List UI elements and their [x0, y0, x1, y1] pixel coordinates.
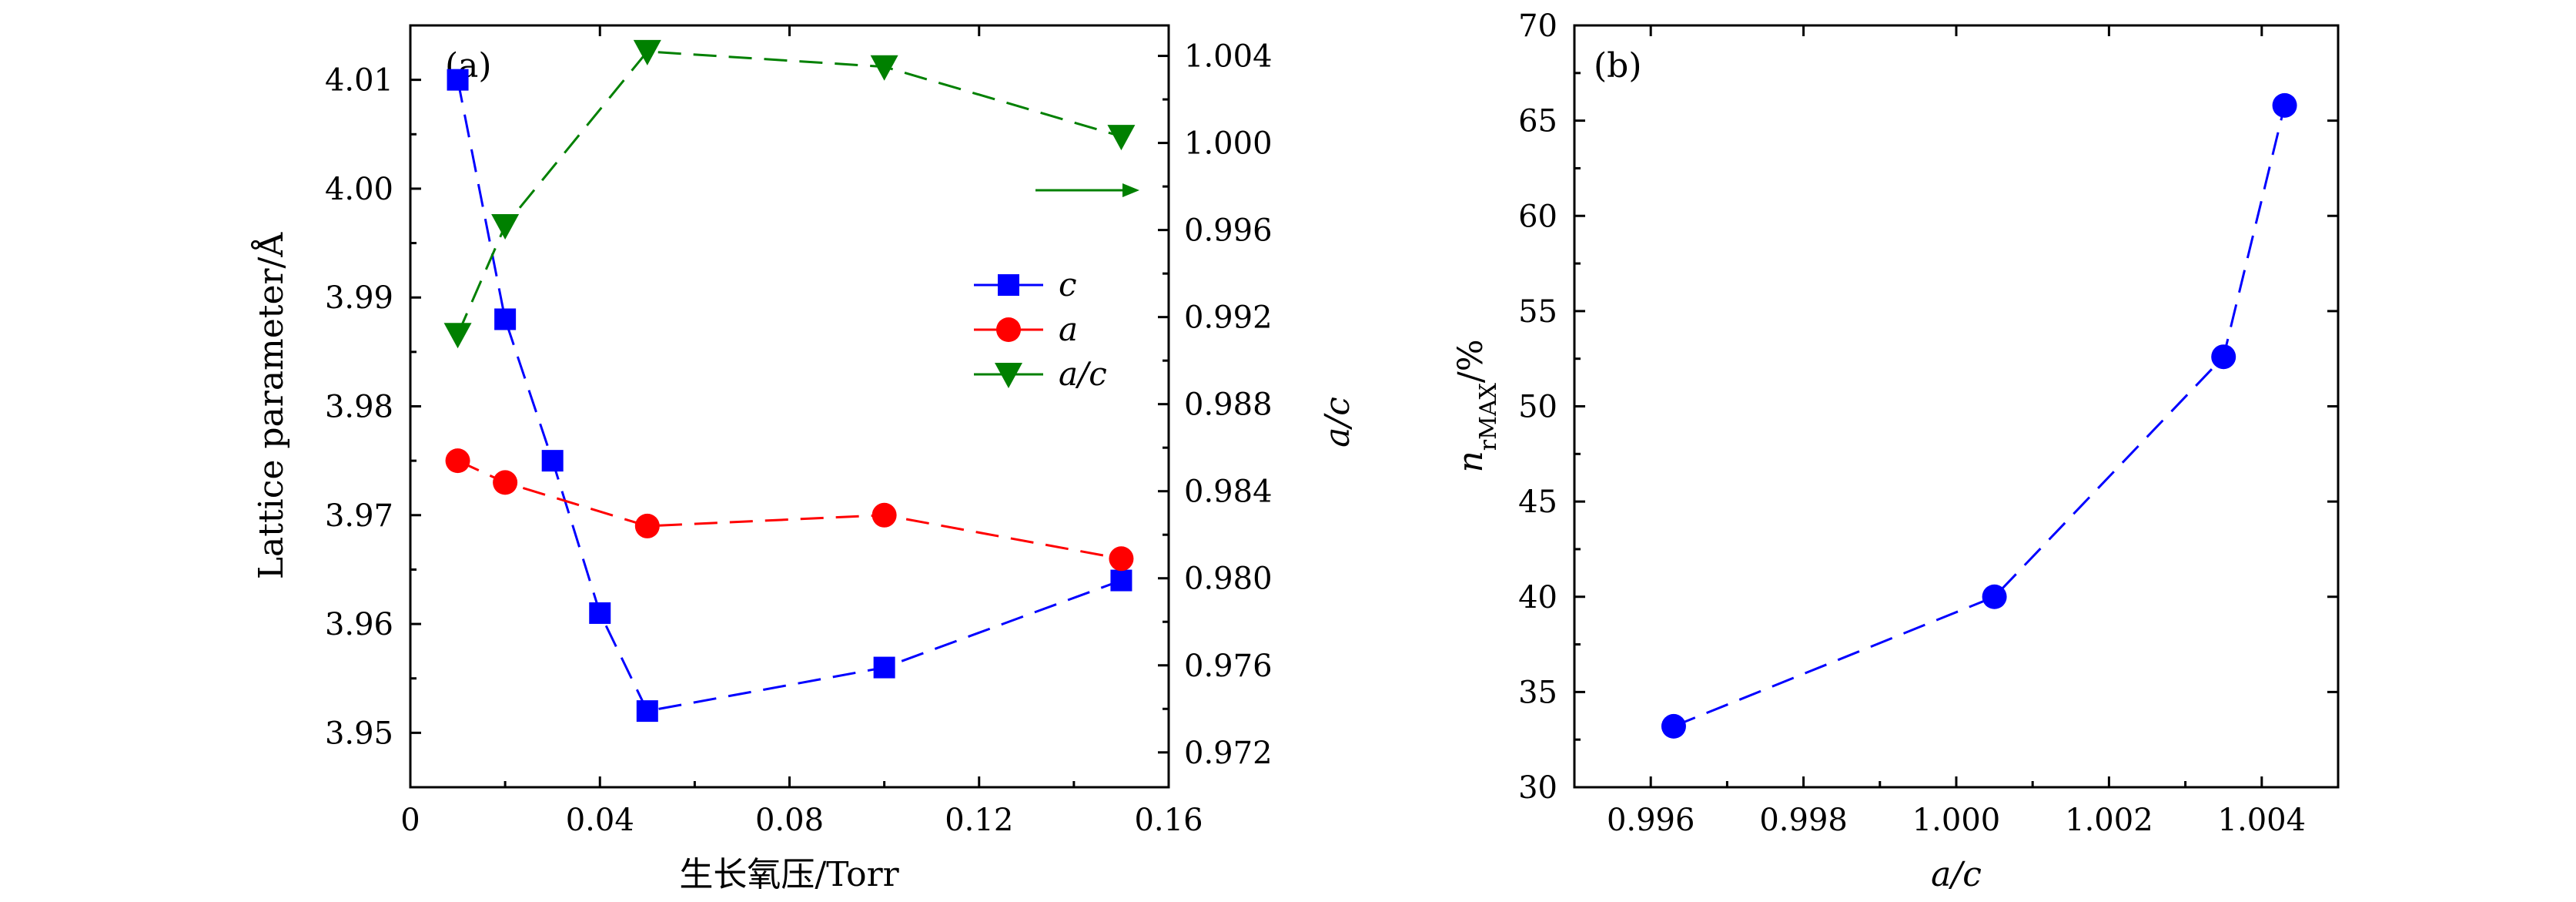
x-tick-label-a: 0 — [400, 803, 420, 838]
y-tick-label-left-a: 4.01 — [325, 63, 393, 99]
data-point-c — [494, 308, 517, 330]
y-tick-label-left-a: 3.98 — [325, 390, 393, 425]
data-point-b — [2272, 92, 2297, 118]
y-tick-label-right-a: 1.000 — [1184, 126, 1273, 162]
y-tick-label-right-a: 0.992 — [1184, 300, 1273, 336]
ticks-b: 0.996 0.998 1.000 1.002 1.004 30 35 40 45 50 55 60 6… — [1518, 8, 2338, 838]
y-tick-label-b: 55 — [1518, 294, 1557, 330]
data-point-a — [634, 513, 660, 538]
data-point-c — [541, 450, 564, 472]
y-tick-label-b: 60 — [1518, 199, 1557, 234]
y-tick-label-b: 45 — [1518, 485, 1557, 520]
series-b — [1661, 92, 2297, 739]
data-point-b — [1661, 713, 1686, 739]
legend-marker — [995, 363, 1022, 388]
data-point-a-over-c — [633, 39, 661, 65]
x-tick-label-b: 0.998 — [1759, 803, 1848, 838]
legend: ca a/c — [974, 266, 1107, 393]
data-point-b — [1982, 584, 2007, 609]
x-axis-title-a: 生长氧压/Torr — [679, 855, 899, 894]
y-tick-label-b: 35 — [1518, 675, 1557, 710]
y-tick-label-right-a: 0.980 — [1184, 562, 1273, 597]
y-axis-title-left-a: Lattice parameter/Å — [250, 232, 291, 580]
y-tick-label-b: 50 — [1518, 390, 1557, 425]
data-point-a — [1109, 546, 1134, 572]
x-tick-label-a: 0.08 — [755, 803, 824, 838]
x-tick-label-b: 0.996 — [1607, 803, 1695, 838]
y-tick-label-left-a: 3.99 — [325, 280, 393, 316]
data-point-c — [447, 69, 469, 91]
plot-frame-b — [1573, 24, 2340, 789]
y-axis-title-b-tail: /% — [1451, 339, 1490, 383]
data-point-c — [636, 700, 658, 723]
y-tick-label-right-a: 0.972 — [1184, 736, 1273, 771]
panel-a: (a) 0 0.04 0.08 0.12 0.163.953.963.973.983.9… — [250, 24, 1357, 894]
data-point-a-over-c — [1107, 125, 1136, 151]
data-point-c — [1110, 569, 1132, 592]
legend-label: c — [1059, 266, 1077, 303]
data-point-a — [493, 470, 518, 495]
y-tick-label-b: 65 — [1518, 104, 1557, 139]
y-tick-label-b: 40 — [1518, 580, 1557, 615]
legend-marker — [998, 274, 1019, 296]
series-line-a-over-c — [457, 50, 1122, 335]
x-tick-label-b: 1.002 — [2065, 803, 2153, 838]
ticks-a: 0 0.04 0.08 0.12 0.16 3.95 3.96 3.97 3.98 3.99 4.0… — [325, 25, 1273, 838]
y-tick-label-b: 30 — [1518, 770, 1557, 806]
series-a — [443, 39, 1136, 723]
x-tick-label-a: 0.12 — [945, 803, 1013, 838]
y-axis-title-b: nrMAX/% — [1451, 339, 1502, 472]
panel-b: (b) 0.996 0.998 1.000 1.002 1.004 30 35 40 45 50 5… — [1451, 8, 2340, 894]
data-point-c — [873, 656, 895, 679]
legend-label: a — [1059, 310, 1078, 348]
y-tick-label-right-a: 0.996 — [1184, 213, 1273, 249]
plot-frame-a — [409, 24, 1170, 789]
y-tick-label-right-a: 0.976 — [1184, 649, 1273, 684]
y-axis-title-b-main: n — [1451, 451, 1490, 472]
series-line-b — [1673, 105, 2287, 728]
x-tick-label-a: 0.16 — [1134, 803, 1203, 838]
x-tick-label-a: 0.04 — [566, 803, 634, 838]
data-point-a-over-c — [491, 213, 520, 240]
y-tick-label-left-a: 4.00 — [325, 172, 393, 207]
y-tick-label-right-a: 0.984 — [1184, 474, 1273, 510]
data-point-a — [871, 502, 897, 528]
x-tick-label-b: 1.004 — [2218, 803, 2307, 838]
arrow-annotation — [1035, 183, 1139, 197]
y-tick-label-b: 70 — [1518, 8, 1557, 44]
y-tick-label-left-a: 3.97 — [325, 498, 393, 534]
y-axis-title-b-sub: rMAX — [1475, 382, 1502, 451]
y-tick-label-right-a: 0.988 — [1184, 387, 1273, 423]
data-point-a-over-c — [870, 55, 898, 81]
y-tick-label-left-a: 3.95 — [325, 716, 393, 751]
y-tick-label-right-a: 1.004 — [1184, 39, 1273, 75]
legend-label: a/c — [1059, 355, 1107, 393]
x-tick-label-b: 1.000 — [1912, 803, 2001, 838]
legend-marker — [996, 317, 1021, 342]
panel-label-b: (b) — [1594, 46, 1642, 86]
y-axis-title-right-a: a/c — [1318, 397, 1357, 448]
y-tick-label-left-a: 3.96 — [325, 607, 393, 642]
data-point-b — [2211, 344, 2236, 370]
data-point-c — [589, 602, 611, 624]
series-line-c — [457, 79, 1122, 713]
data-point-a-over-c — [443, 323, 472, 349]
x-axis-title-b: a/c — [1931, 855, 1982, 894]
data-point-a — [445, 448, 470, 474]
series-line-a — [457, 459, 1122, 560]
